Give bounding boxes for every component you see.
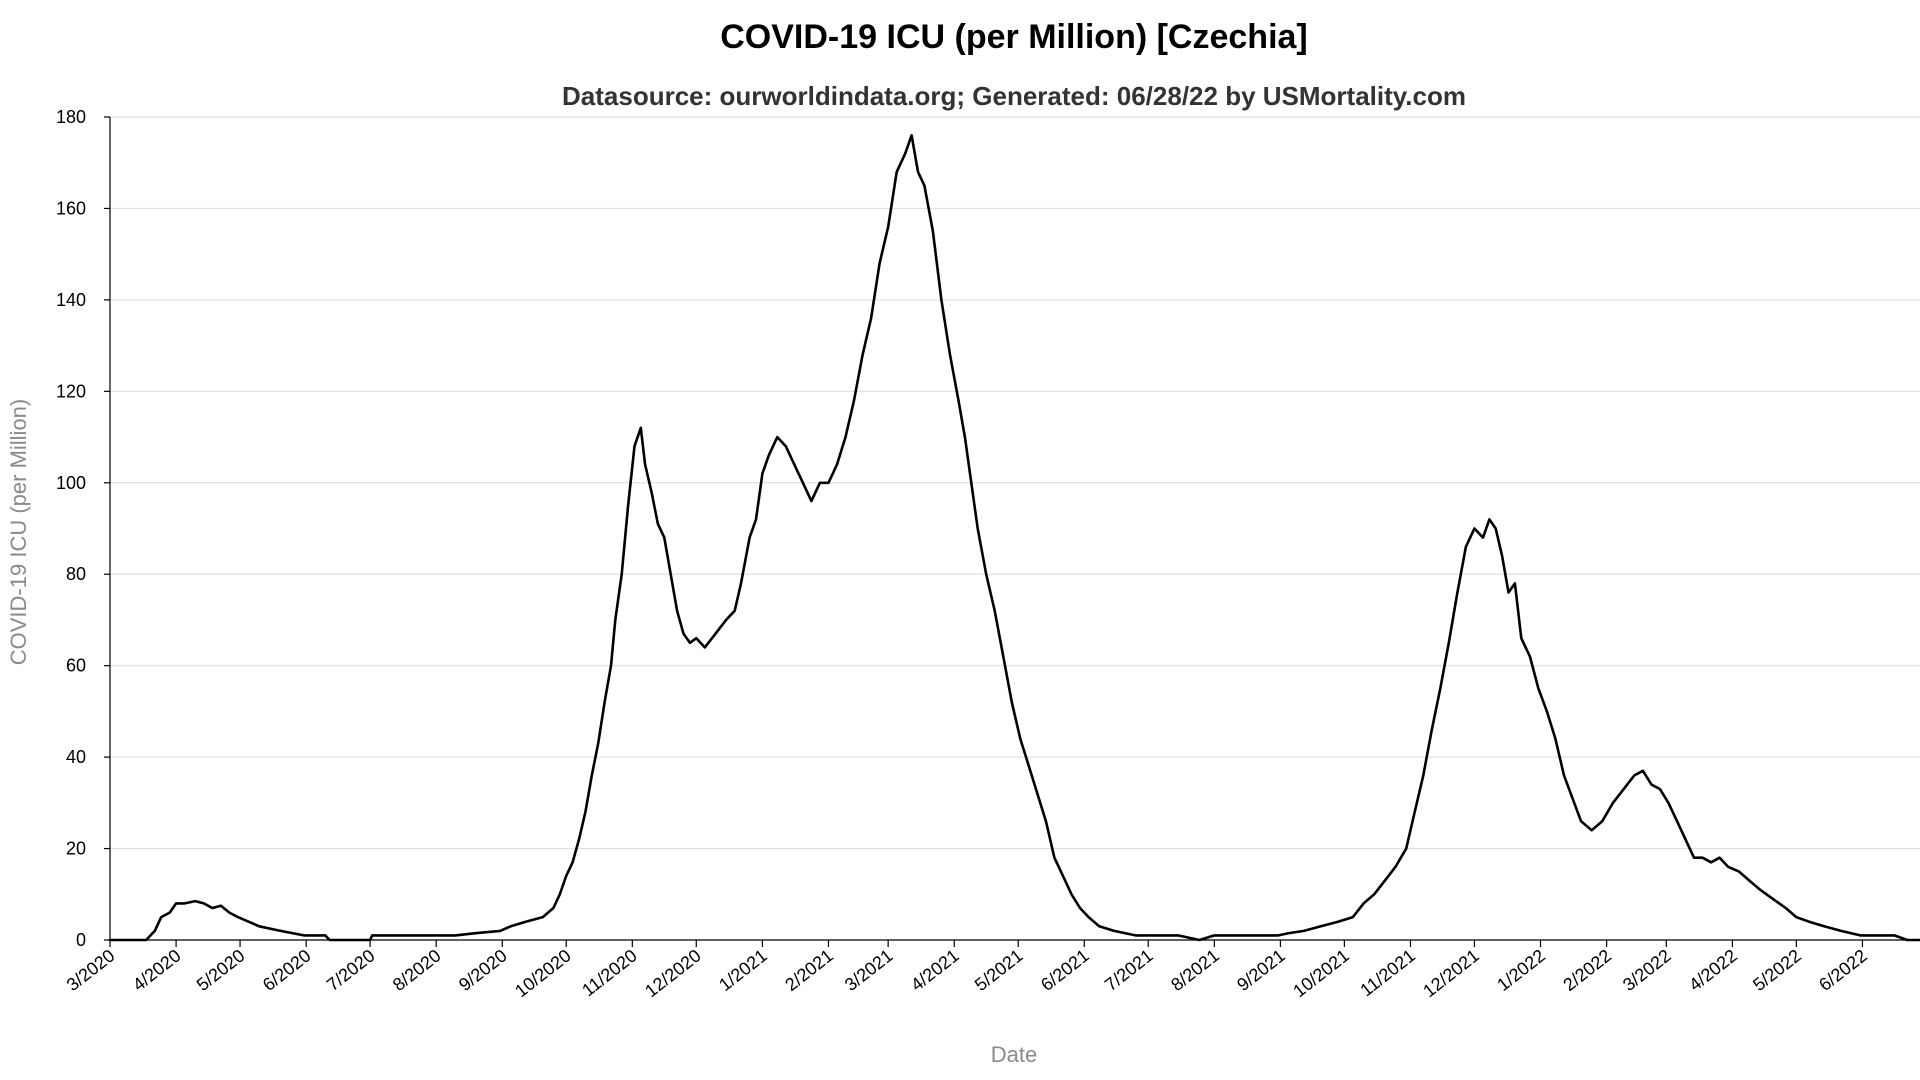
x-tick-label: 12/2021 [1419, 945, 1483, 1001]
y-tick-label: 140 [56, 290, 86, 310]
y-tick-label: 180 [56, 107, 86, 127]
x-tick-label: 2/2022 [1559, 945, 1615, 995]
series-layer [108, 134, 1920, 942]
y-tick-label: 80 [66, 564, 86, 584]
series-line-icu [108, 134, 1920, 942]
y-axis-ticks: 0 20 40 60 80 100 120 140 160 180 [56, 107, 110, 950]
x-tick-label: 10/2021 [1289, 945, 1353, 1001]
x-tick-label: 1/2022 [1493, 945, 1549, 995]
x-tick-label: 11/2020 [578, 945, 641, 1000]
x-tick-label: 3/2021 [841, 945, 897, 995]
x-tick-label: 5/2021 [971, 945, 1027, 995]
y-tick-label: 100 [56, 473, 86, 493]
x-tick-label: 7/2020 [323, 945, 379, 995]
chart-subtitle: Datasource: ourworldindata.org; Generate… [562, 81, 1466, 111]
y-axis-label: COVID-19 ICU (per Million) [6, 399, 31, 666]
x-tick-label: 1/2021 [715, 945, 771, 995]
x-tick-label: 4/2021 [907, 945, 963, 995]
x-axis-label: Date [991, 1042, 1037, 1067]
y-tick-label: 120 [56, 381, 86, 401]
y-tick-label: 40 [66, 747, 86, 767]
x-tick-label: 9/2021 [1233, 945, 1289, 995]
x-tick-label: 6/2020 [259, 945, 315, 995]
x-tick-label: 9/2020 [455, 945, 511, 995]
x-tick-label: 4/2022 [1685, 945, 1741, 995]
x-tick-label: 2/2021 [781, 945, 837, 995]
x-tick-label: 3/2020 [63, 945, 119, 995]
x-tick-label: 5/2022 [1749, 945, 1805, 995]
y-tick-label: 60 [66, 656, 86, 676]
chart-title: COVID-19 ICU (per Million) [Czechia] [720, 18, 1308, 56]
y-tick-label: 0 [76, 930, 86, 950]
x-tick-label: 7/2021 [1101, 945, 1157, 995]
x-tick-label: 3/2022 [1619, 945, 1675, 995]
x-axis-ticks: 3/2020 4/2020 5/2020 6/2020 7/2020 8/2020 9/20… [63, 940, 1871, 1001]
gridlines [110, 116, 1920, 850]
y-tick-label: 20 [66, 839, 86, 859]
x-tick-label: 6/2022 [1815, 945, 1871, 995]
y-tick-label: 160 [56, 198, 86, 218]
x-tick-label: 12/2020 [641, 945, 705, 1001]
axes [109, 117, 1920, 941]
x-tick-label: 6/2021 [1037, 945, 1093, 995]
x-tick-label: 11/2021 [1356, 945, 1419, 1000]
x-tick-label: 8/2021 [1167, 945, 1223, 995]
x-tick-label: 10/2020 [511, 945, 575, 1001]
x-tick-label: 4/2020 [129, 945, 185, 995]
x-tick-label: 8/2020 [389, 945, 445, 995]
x-tick-label: 5/2020 [193, 945, 249, 995]
